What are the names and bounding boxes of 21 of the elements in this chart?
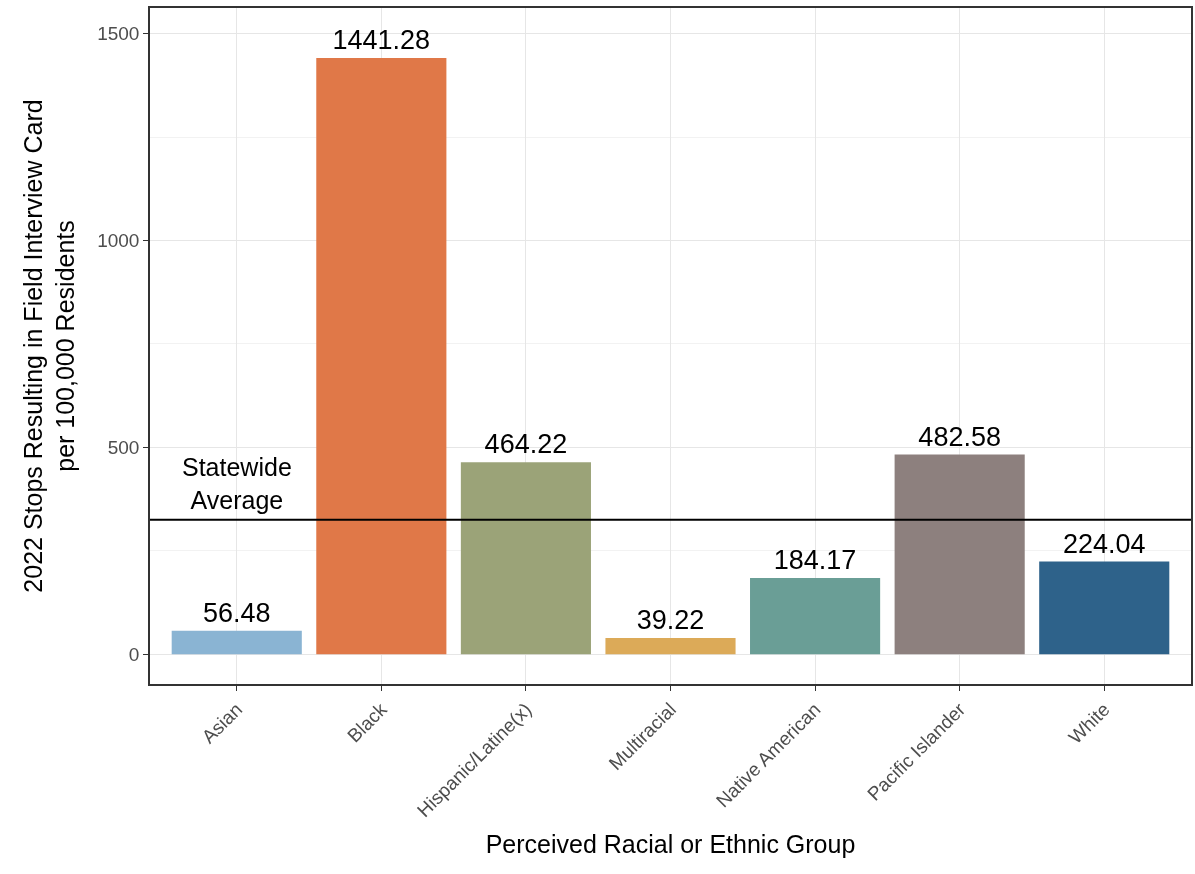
y-tick-label: 1500 (97, 23, 140, 45)
bar (171, 630, 302, 655)
x-axis-title: Perceived Racial or Ethnic Group (485, 829, 856, 858)
data-label: 224.04 (1062, 528, 1146, 559)
y-tick-label: 500 (107, 437, 140, 459)
y-tick-label: 0 (128, 643, 140, 665)
y-axis-title: 2022 Stops Resulting in Field Interview Card per 100,000 Residents (18, 99, 80, 593)
data-label: 56.48 (202, 597, 271, 628)
y-tick-label: 1000 (97, 230, 140, 252)
bar (460, 462, 591, 655)
data-label: 39.22 (636, 604, 705, 635)
bar (894, 454, 1025, 655)
data-label: 482.58 (918, 421, 1001, 452)
bar (605, 637, 736, 655)
bar (750, 578, 881, 655)
data-label: 464.22 (484, 429, 568, 460)
bar (316, 57, 447, 655)
data-label: 184.17 (773, 545, 857, 576)
ref-line-label: Statewide Average (182, 453, 292, 514)
data-label: 1441.28 (332, 24, 431, 55)
bar (1039, 561, 1170, 655)
